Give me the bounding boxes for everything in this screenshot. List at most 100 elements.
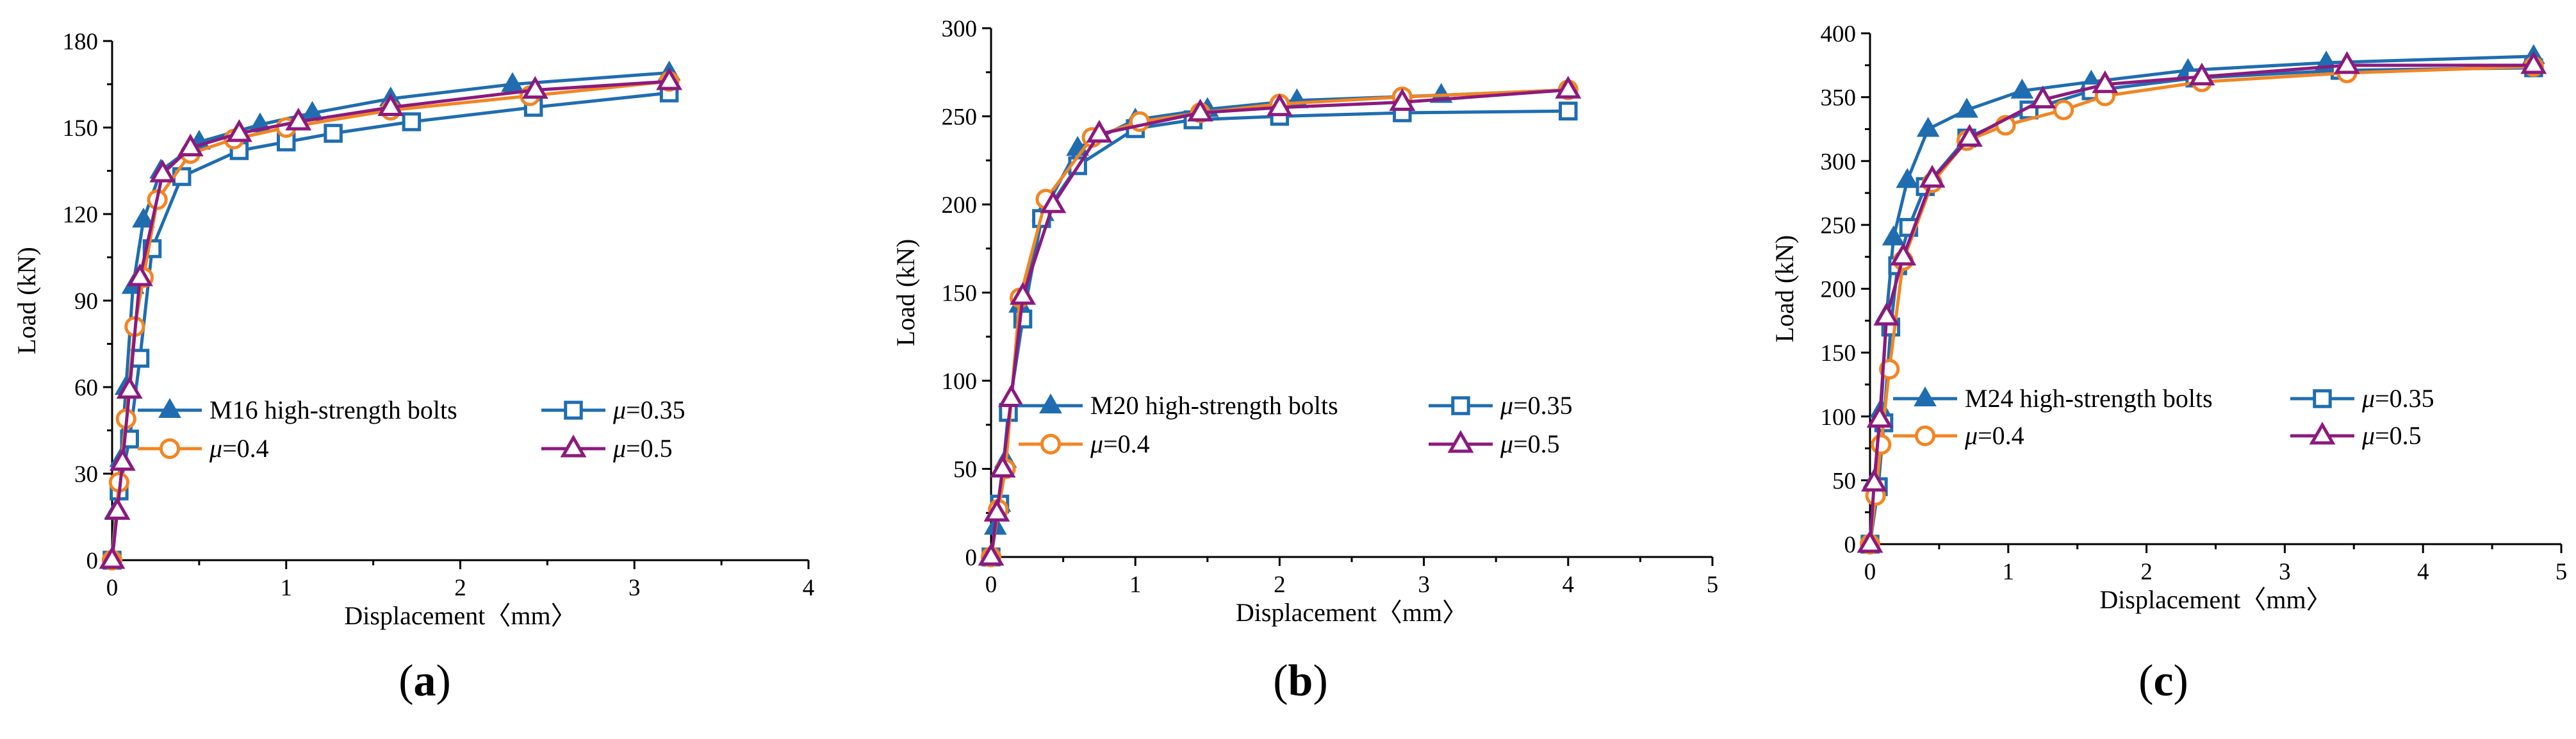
y-tick-label: 50 (1832, 468, 1856, 494)
legend-marker (159, 438, 181, 460)
legend-marker (560, 434, 587, 458)
data-point (177, 133, 204, 157)
series-3 (99, 67, 683, 569)
y-tick-label: 300 (1821, 149, 1857, 175)
data-point (1871, 434, 1892, 455)
series-3 (978, 76, 1582, 566)
x-tick-label: 2 (1274, 572, 1286, 598)
y-axis-title: Load (kN) (12, 247, 41, 354)
legend-item: μ=0.4 (1019, 429, 1150, 458)
y-tick-label: 90 (74, 288, 98, 315)
y-axis-title: Load (kN) (1770, 235, 1799, 343)
legend-label: M24 high-strength bolts (1965, 384, 2213, 413)
data-point (1010, 281, 1037, 305)
data-point (1955, 97, 1978, 118)
data-point (402, 112, 422, 131)
data-point (132, 207, 155, 228)
data-point (1857, 529, 1883, 553)
legend-label: M16 high-strength bolts (209, 395, 457, 424)
y-tick-label: 100 (1821, 404, 1857, 431)
x-tick-label: 3 (1418, 572, 1430, 598)
data-point (983, 499, 1010, 522)
legend-label: μ=0.35 (2361, 384, 2434, 413)
data-point (1040, 190, 1067, 213)
data-point (656, 67, 683, 90)
data-point (2010, 78, 2034, 99)
legend-label: μ=0.35 (1500, 391, 1573, 420)
legend-item: μ=0.5 (541, 434, 673, 463)
legend-item: μ=0.5 (2290, 421, 2422, 450)
series-line (110, 91, 669, 561)
legend: M24 high-strength bolts μ=0.35 μ=0.4 μ=0.5 (1893, 384, 2434, 450)
data-point (1866, 404, 1893, 428)
x-tick-label: 4 (1563, 572, 1575, 598)
x-tick-label: 0 (1864, 559, 1876, 585)
y-tick-label: 50 (953, 457, 977, 483)
legend-item: M16 high-strength bolts (138, 395, 457, 424)
data-point (377, 93, 404, 117)
y-tick-label: 0 (965, 545, 978, 571)
legend-item: μ=0.35 (1429, 391, 1573, 420)
x-tick-label: 4 (803, 575, 815, 601)
data-point (2520, 51, 2547, 74)
data-point (1266, 93, 1293, 117)
legend-marker (1451, 396, 1470, 415)
series-1 (981, 101, 1578, 567)
legend-item: μ=0.35 (2290, 384, 2434, 413)
panel-label: (a) (398, 656, 451, 706)
y-tick-label: 200 (1821, 277, 1857, 303)
data-point (1956, 124, 1983, 147)
legend: M16 high-strength bolts μ=0.35 μ=0.4 μ=0.5 (138, 395, 685, 463)
data-point (1882, 225, 1905, 245)
legend-label: μ=0.5 (612, 434, 673, 463)
data-point (1187, 98, 1214, 122)
x-tick-label: 5 (2555, 559, 2568, 585)
y-tick-label: 30 (74, 461, 98, 488)
y-tick-label: 350 (1821, 85, 1857, 112)
x-axis-title: Displacement〈mm〉 (344, 601, 576, 630)
panel-c: 0 1 2 3 4 5050100150200250300350400Displaceme… (1770, 21, 2567, 706)
data-point (1873, 303, 1900, 326)
legend-marker (1039, 393, 1062, 414)
panel-a: 0 1 2 3 4 0 30 60 90 120 150 180 Displacement〈mm〉 Loa… (12, 29, 814, 706)
data-point (109, 447, 136, 471)
x-tick-label: 4 (2417, 559, 2429, 585)
legend-marker (564, 401, 583, 420)
data-point (2092, 70, 2119, 94)
x-tick-label: 3 (2279, 559, 2291, 585)
data-point (285, 107, 312, 131)
data-point (998, 384, 1025, 408)
y-tick-label: 150 (63, 115, 99, 142)
y-tick-label: 0 (1844, 532, 1857, 558)
data-point (324, 124, 343, 143)
legend-marker (1040, 433, 1062, 455)
data-point (2188, 62, 2215, 86)
legend-item: M24 high-strength bolts (1893, 384, 2213, 413)
legend-marker (1914, 386, 1937, 407)
series-0 (980, 78, 1580, 565)
y-tick-label: 150 (942, 281, 978, 307)
legend-item: μ=0.4 (1893, 421, 2024, 450)
data-point (116, 376, 143, 399)
data-point (1860, 469, 1887, 492)
legend-label: μ=0.5 (1500, 429, 1560, 458)
data-point (149, 159, 176, 183)
y-tick-label: 150 (1821, 340, 1857, 367)
legend-label: μ=0.5 (2361, 421, 2422, 450)
x-tick-label: 0 (106, 575, 119, 601)
x-tick-label: 3 (628, 575, 641, 601)
data-point (2030, 85, 2056, 109)
x-axis-title: Displacement〈mm〉 (1236, 598, 1468, 627)
legend: M20 high-strength bolts μ=0.35 μ=0.4 μ=0.5 (1019, 391, 1573, 458)
data-point (226, 119, 252, 142)
y-tick-label: 180 (63, 29, 99, 55)
data-point (1896, 168, 1919, 188)
data-point (1879, 358, 1900, 380)
legend-item: μ=0.4 (138, 434, 269, 463)
data-point (1916, 117, 1940, 137)
panel-label: (b) (1273, 656, 1328, 706)
data-point (989, 454, 1016, 478)
x-tick-label: 1 (1129, 572, 1142, 598)
legend-item: M20 high-strength bolts (1019, 391, 1338, 420)
